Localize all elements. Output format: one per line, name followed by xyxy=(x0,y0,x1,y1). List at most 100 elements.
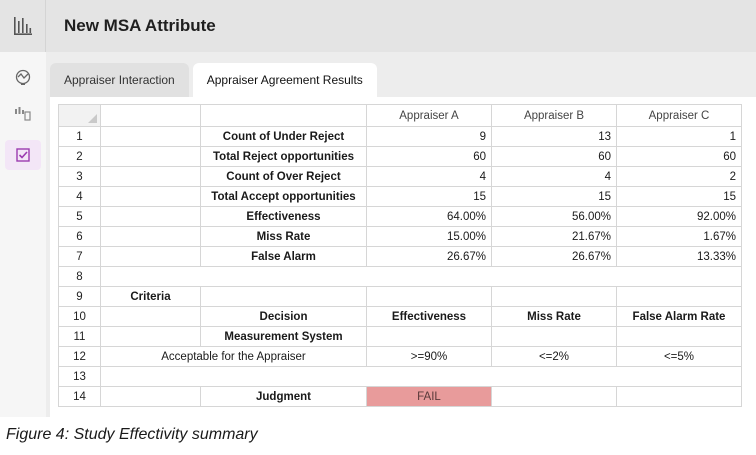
appraiser-c-value[interactable]: 2 xyxy=(616,166,742,187)
tab-appraiser-agreement-results[interactable]: Appraiser Agreement Results xyxy=(192,63,377,97)
table-row: 10 Decision Effectiveness Miss Rate Fals… xyxy=(58,306,742,327)
effectiveness-criterion[interactable]: >=90% xyxy=(366,346,492,367)
appraiser-c-value[interactable]: 92.00% xyxy=(616,206,742,227)
header-row: Appraiser A Appraiser B Appraiser C xyxy=(58,104,742,127)
results-table: Appraiser A Appraiser B Appraiser C 1 Co… xyxy=(58,104,742,407)
column-header-appraiser-a[interactable]: Appraiser A xyxy=(366,104,492,127)
decision-label[interactable]: Decision xyxy=(200,306,367,327)
row-label[interactable]: Count of Under Reject xyxy=(200,126,367,147)
appraiser-c-value[interactable]: 1 xyxy=(616,126,742,147)
appraiser-b-value[interactable]: 15 xyxy=(491,186,617,207)
judgment-label[interactable]: Judgment xyxy=(200,386,367,407)
figure-caption: Figure 4: Study Effectivity summary xyxy=(6,426,258,443)
table-row: 2 Total Reject opportunities 60 60 60 xyxy=(58,146,742,167)
criteria-heading[interactable]: Criteria xyxy=(100,286,201,307)
table-cell[interactable] xyxy=(100,246,201,267)
row-number: 9 xyxy=(58,286,101,307)
appraiser-c-value[interactable]: 13.33% xyxy=(616,246,742,267)
table-cell[interactable] xyxy=(100,146,201,167)
table-row: 6 Miss Rate 15.00% 21.67% 1.67% xyxy=(58,226,742,247)
row-label[interactable]: Total Reject opportunities xyxy=(200,146,367,167)
column-header-appraiser-b[interactable]: Appraiser B xyxy=(491,104,617,127)
table-cell[interactable] xyxy=(616,326,742,347)
appraiser-a-value[interactable]: 26.67% xyxy=(366,246,492,267)
row-number: 7 xyxy=(58,246,101,267)
table-cell[interactable] xyxy=(491,386,617,407)
false-alarm-criterion[interactable]: <=5% xyxy=(616,346,742,367)
table-row: 3 Count of Over Reject 4 4 2 xyxy=(58,166,742,187)
appraiser-a-value[interactable]: 4 xyxy=(366,166,492,187)
table-cell[interactable] xyxy=(100,206,201,227)
top-bar: New MSA Attribute xyxy=(0,0,756,52)
judgment-status-badge[interactable]: FAIL xyxy=(366,386,492,407)
appraiser-b-value[interactable]: 60 xyxy=(491,146,617,167)
analysis-app-icon[interactable] xyxy=(0,0,46,52)
appraiser-b-value[interactable]: 21.67% xyxy=(491,226,617,247)
table-cell[interactable] xyxy=(616,386,742,407)
chart-settings-icon[interactable] xyxy=(5,99,41,129)
table-row: 12 Acceptable for the Appraiser >=90% <=… xyxy=(58,346,742,367)
checklist-icon[interactable] xyxy=(5,140,41,170)
tab-appraiser-interaction[interactable]: Appraiser Interaction xyxy=(50,63,189,97)
row-label[interactable]: Count of Over Reject xyxy=(200,166,367,187)
acceptable-label[interactable]: Acceptable for the Appraiser xyxy=(100,346,367,367)
table-cell[interactable] xyxy=(100,166,201,187)
table-row: 5 Effectiveness 64.00% 56.00% 92.00% xyxy=(58,206,742,227)
table-cell[interactable] xyxy=(100,266,742,287)
appraiser-c-value[interactable]: 15 xyxy=(616,186,742,207)
row-number: 11 xyxy=(58,326,101,347)
analysis-icon[interactable] xyxy=(5,62,41,92)
table-cell[interactable] xyxy=(100,326,201,347)
results-panel: Appraiser A Appraiser B Appraiser C 1 Co… xyxy=(50,97,756,417)
table-cell[interactable] xyxy=(491,286,617,307)
row-label[interactable]: Total Accept opportunities xyxy=(200,186,367,207)
table-row: 8 xyxy=(58,266,742,287)
effectiveness-header[interactable]: Effectiveness xyxy=(366,306,492,327)
sidebar xyxy=(0,52,46,417)
table-cell[interactable] xyxy=(491,326,617,347)
appraiser-a-value[interactable]: 64.00% xyxy=(366,206,492,227)
table-row: 13 xyxy=(58,366,742,387)
header-cell xyxy=(100,104,201,127)
table-cell[interactable] xyxy=(100,126,201,147)
miss-rate-criterion[interactable]: <=2% xyxy=(491,346,617,367)
row-label[interactable]: False Alarm xyxy=(200,246,367,267)
appraiser-a-value[interactable]: 60 xyxy=(366,146,492,167)
row-number: 8 xyxy=(58,266,101,287)
table-row: 7 False Alarm 26.67% 26.67% 13.33% xyxy=(58,246,742,267)
row-label[interactable]: Effectiveness xyxy=(200,206,367,227)
measurement-system-label[interactable]: Measurement System xyxy=(200,326,367,347)
table-cell[interactable] xyxy=(616,286,742,307)
appraiser-c-value[interactable]: 1.67% xyxy=(616,226,742,247)
appraiser-b-value[interactable]: 26.67% xyxy=(491,246,617,267)
row-number: 2 xyxy=(58,146,101,167)
table-cell[interactable] xyxy=(100,366,742,387)
row-number: 12 xyxy=(58,346,101,367)
appraiser-b-value[interactable]: 56.00% xyxy=(491,206,617,227)
table-cell[interactable] xyxy=(100,186,201,207)
appraiser-a-value[interactable]: 15.00% xyxy=(366,226,492,247)
tab-bar: Appraiser Interaction Appraiser Agreemen… xyxy=(50,63,377,97)
select-all-corner[interactable] xyxy=(58,104,101,127)
row-number: 13 xyxy=(58,366,101,387)
table-cell[interactable] xyxy=(100,226,201,247)
miss-rate-header[interactable]: Miss Rate xyxy=(491,306,617,327)
appraiser-b-value[interactable]: 13 xyxy=(491,126,617,147)
appraiser-c-value[interactable]: 60 xyxy=(616,146,742,167)
row-number: 4 xyxy=(58,186,101,207)
appraiser-a-value[interactable]: 9 xyxy=(366,126,492,147)
column-header-appraiser-c[interactable]: Appraiser C xyxy=(616,104,742,127)
row-label[interactable]: Miss Rate xyxy=(200,226,367,247)
appraiser-b-value[interactable]: 4 xyxy=(491,166,617,187)
table-cell[interactable] xyxy=(366,326,492,347)
table-cell[interactable] xyxy=(100,386,201,407)
appraiser-a-value[interactable]: 15 xyxy=(366,186,492,207)
table-cell[interactable] xyxy=(200,286,367,307)
row-number: 10 xyxy=(58,306,101,327)
false-alarm-rate-header[interactable]: False Alarm Rate xyxy=(616,306,742,327)
table-cell[interactable] xyxy=(366,286,492,307)
row-number: 5 xyxy=(58,206,101,227)
table-cell[interactable] xyxy=(100,306,201,327)
table-row: 14 Judgment FAIL xyxy=(58,386,742,407)
header-cell xyxy=(200,104,367,127)
